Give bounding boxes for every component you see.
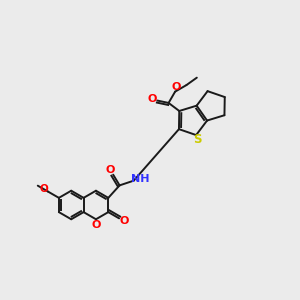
Text: S: S: [194, 134, 202, 146]
Text: O: O: [172, 82, 181, 92]
Text: O: O: [119, 216, 128, 226]
Text: NH: NH: [130, 174, 149, 184]
Text: O: O: [91, 220, 101, 230]
Text: O: O: [148, 94, 157, 104]
Text: O: O: [106, 165, 115, 175]
Text: O: O: [40, 184, 49, 194]
